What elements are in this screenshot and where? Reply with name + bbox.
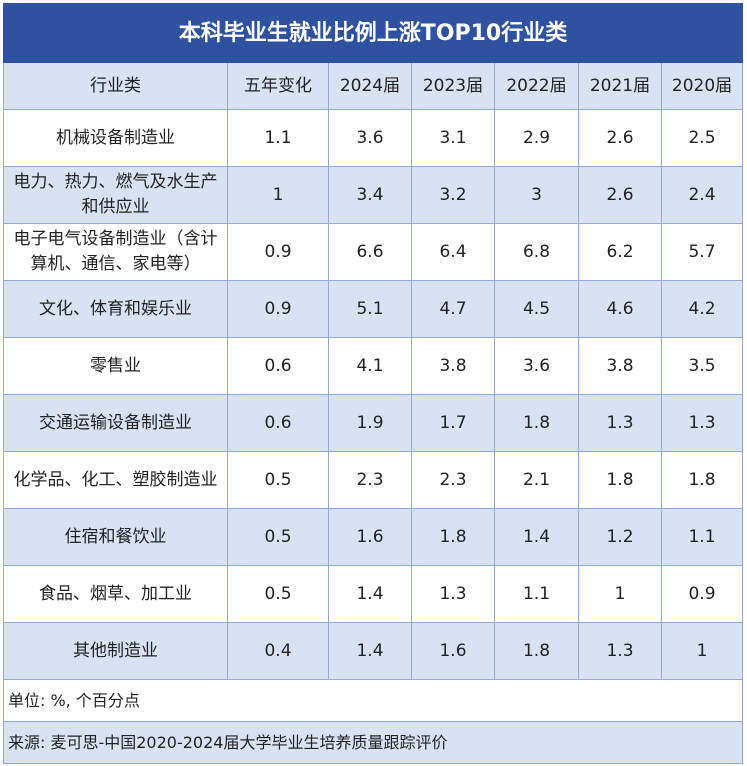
cell-2022: 6.8 (494, 223, 579, 281)
table-row: 食品、烟草、加工业 0.5 1.4 1.3 1.1 1 0.9 (3, 565, 744, 623)
cell-2023: 4.7 (411, 280, 495, 338)
cell-change: 0.5 (227, 451, 329, 509)
cell-change: 0.6 (227, 394, 329, 452)
col-header-2021: 2021届 (578, 62, 662, 110)
unit-note: 单位: %, 个百分点 (2, 679, 744, 722)
cell-2023: 1.3 (411, 565, 495, 623)
cell-change: 0.5 (227, 508, 329, 566)
cell-2021: 1.3 (578, 622, 662, 680)
cell-2022: 2.1 (494, 451, 579, 509)
cell-2023: 1.7 (411, 394, 495, 452)
cell-industry: 住宿和餐饮业 (3, 508, 228, 566)
cell-2022: 2.9 (494, 109, 579, 167)
cell-2023: 3.2 (411, 166, 495, 224)
cell-2023: 3.8 (411, 337, 495, 395)
cell-industry: 文化、体育和娱乐业 (3, 280, 228, 338)
cell-2020: 2.4 (660, 166, 744, 224)
cell-2024: 1.9 (328, 394, 412, 452)
col-header-2024: 2024届 (328, 62, 412, 110)
cell-2020: 1.8 (660, 451, 744, 509)
cell-2023: 2.3 (411, 451, 495, 509)
col-header-2023: 2023届 (411, 62, 495, 110)
cell-2021: 1.8 (578, 451, 662, 509)
cell-2024: 6.6 (328, 223, 412, 281)
industry-table: 本科毕业生就业比例上涨TOP10行业类 行业类 五年变化 2024届 2023届… (2, 3, 744, 764)
cell-industry: 零售业 (3, 337, 228, 395)
cell-2022: 4.5 (494, 280, 579, 338)
cell-2023: 6.4 (411, 223, 495, 281)
cell-2022: 1.1 (494, 565, 579, 623)
cell-2021: 6.2 (578, 223, 662, 281)
cell-2024: 1.4 (328, 565, 412, 623)
cell-2022: 3.6 (494, 337, 579, 395)
cell-2021: 1 (578, 565, 662, 623)
cell-change: 1 (227, 166, 329, 224)
cell-2022: 1.4 (494, 508, 579, 566)
cell-2020: 2.5 (660, 109, 744, 167)
cell-change: 0.5 (227, 565, 329, 623)
cell-2024: 2.3 (328, 451, 412, 509)
cell-2023: 1.6 (411, 622, 495, 680)
table-row: 机械设备制造业 1.1 3.6 3.1 2.9 2.6 2.5 (3, 109, 744, 167)
cell-2024: 1.6 (328, 508, 412, 566)
cell-industry: 电子电气设备制造业（含计算机、通信、家电等） (3, 223, 228, 281)
cell-2022: 1.8 (494, 622, 579, 680)
cell-2021: 4.6 (578, 280, 662, 338)
col-header-change: 五年变化 (227, 62, 329, 110)
cell-change: 1.1 (227, 109, 329, 167)
cell-change: 0.4 (227, 622, 329, 680)
cell-2021: 1.2 (578, 508, 662, 566)
table-title: 本科毕业生就业比例上涨TOP10行业类 (2, 3, 744, 63)
cell-2021: 2.6 (578, 109, 662, 167)
cell-change: 0.9 (227, 280, 329, 338)
cell-2020: 5.7 (660, 223, 744, 281)
table-row: 交通运输设备制造业 0.6 1.9 1.7 1.8 1.3 1.3 (3, 394, 744, 452)
cell-2024: 3.6 (328, 109, 412, 167)
cell-2023: 3.1 (411, 109, 495, 167)
cell-2020: 1 (660, 622, 744, 680)
header-row: 行业类 五年变化 2024届 2023届 2022届 2021届 2020届 (3, 62, 744, 110)
table-row: 化学品、化工、塑胶制造业 0.5 2.3 2.3 2.1 1.8 1.8 (3, 451, 744, 509)
cell-2024: 3.4 (328, 166, 412, 224)
cell-change: 0.6 (227, 337, 329, 395)
cell-2024: 5.1 (328, 280, 412, 338)
cell-2020: 3.5 (660, 337, 744, 395)
table-row: 零售业 0.6 4.1 3.8 3.6 3.8 3.5 (3, 337, 744, 395)
table-row: 电子电气设备制造业（含计算机、通信、家电等） 0.9 6.6 6.4 6.8 6.2 5.7 (3, 223, 744, 281)
cell-2023: 1.8 (411, 508, 495, 566)
source-note: 来源: 麦可思-中国2020-2024届大学毕业生培养质量跟踪评价 (2, 721, 744, 764)
cell-2022: 1.8 (494, 394, 579, 452)
cell-2020: 0.9 (660, 565, 744, 623)
cell-industry: 交通运输设备制造业 (3, 394, 228, 452)
cell-industry: 食品、烟草、加工业 (3, 565, 228, 623)
cell-2020: 1.3 (660, 394, 744, 452)
cell-2021: 1.3 (578, 394, 662, 452)
col-header-2022: 2022届 (494, 62, 579, 110)
col-header-industry: 行业类 (3, 62, 228, 110)
cell-industry: 化学品、化工、塑胶制造业 (3, 451, 228, 509)
col-header-2020: 2020届 (660, 62, 744, 110)
cell-change: 0.9 (227, 223, 329, 281)
cell-2024: 1.4 (328, 622, 412, 680)
cell-2020: 4.2 (660, 280, 744, 338)
cell-2020: 1.1 (660, 508, 744, 566)
cell-2022: 3 (494, 166, 579, 224)
table-row: 文化、体育和娱乐业 0.9 5.1 4.7 4.5 4.6 4.2 (3, 280, 744, 338)
table-row: 其他制造业 0.4 1.4 1.6 1.8 1.3 1 (3, 622, 744, 680)
cell-industry: 其他制造业 (3, 622, 228, 680)
cell-2021: 2.6 (578, 166, 662, 224)
cell-2024: 4.1 (328, 337, 412, 395)
table-row: 住宿和餐饮业 0.5 1.6 1.8 1.4 1.2 1.1 (3, 508, 744, 566)
cell-industry: 机械设备制造业 (3, 109, 228, 167)
cell-2021: 3.8 (578, 337, 662, 395)
table-row: 电力、热力、燃气及水生产和供应业 1 3.4 3.2 3 2.6 2.4 (3, 166, 744, 224)
cell-industry: 电力、热力、燃气及水生产和供应业 (3, 166, 228, 224)
